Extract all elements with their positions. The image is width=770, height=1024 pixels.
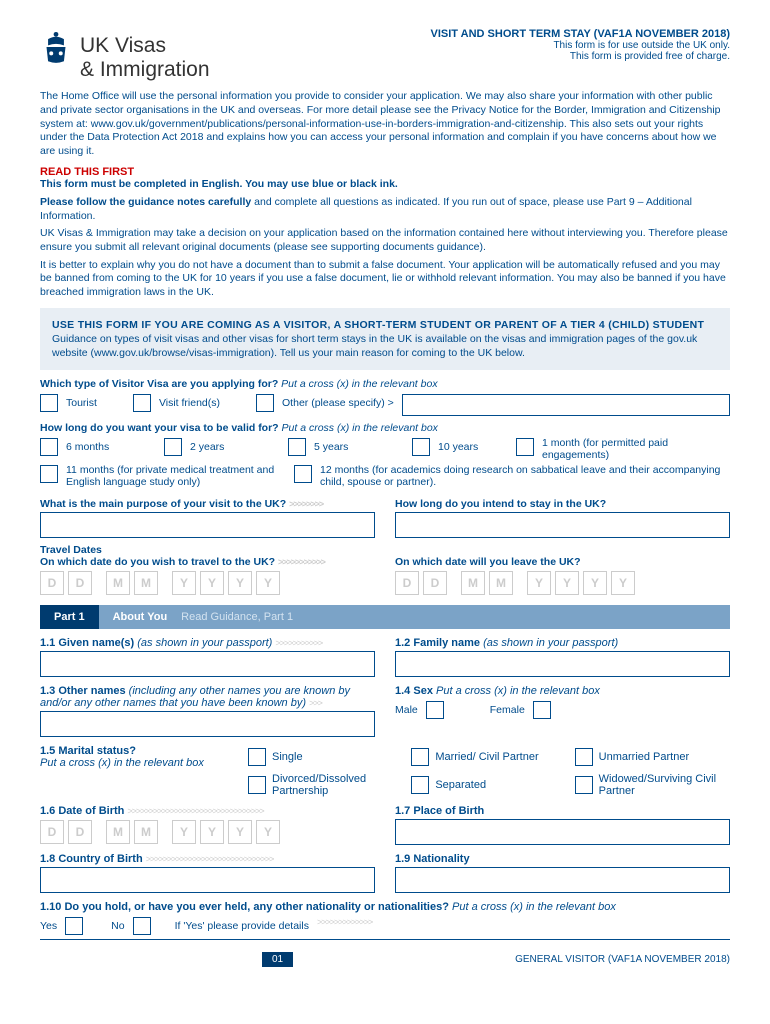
other-names-input[interactable] <box>40 711 375 737</box>
leave-date-label: On which date will you leave the UK? <box>395 556 730 568</box>
12months-checkbox[interactable] <box>294 465 312 483</box>
leave-date-input[interactable]: DD MM YYYY <box>395 571 730 595</box>
other-names-label: 1.3 Other names (including any other nam… <box>40 685 375 709</box>
yes-checkbox[interactable] <box>65 917 83 935</box>
family-name-label: 1.2 Family name (as shown in your passpo… <box>395 637 730 649</box>
english-instruction: This form must be completed in English. … <box>40 178 730 192</box>
bottom-line <box>40 939 730 940</box>
no-checkbox[interactable] <box>133 917 151 935</box>
pob-input[interactable] <box>395 819 730 845</box>
intro-paragraph: The Home Office will use the personal in… <box>40 90 730 158</box>
single-checkbox[interactable] <box>248 748 266 766</box>
family-name-input[interactable] <box>395 651 730 677</box>
dob-label: 1.6 Date of Birth >>>>>>>>>>>>>>>>>>>>>>… <box>40 805 375 817</box>
read-first-heading: READ THIS FIRST <box>40 166 730 178</box>
given-names-input[interactable] <box>40 651 375 677</box>
stay-length-question: How long do you intend to stay in the UK… <box>395 498 730 510</box>
travel-to-date-input[interactable]: DD MM YYYY <box>40 571 375 595</box>
separated-checkbox[interactable] <box>411 776 429 794</box>
2years-checkbox[interactable] <box>164 438 182 456</box>
duration-question: How long do you want your visa to be val… <box>40 422 730 434</box>
cob-label: 1.8 Country of Birth >>>>>>>>>>>>>>>>>>>… <box>40 853 375 865</box>
other-specify-input[interactable] <box>402 394 730 416</box>
decision-note: UK Visas & Immigration may take a decisi… <box>40 227 730 254</box>
cob-input[interactable] <box>40 867 375 893</box>
warning-note: It is better to explain why you do not h… <box>40 259 730 300</box>
form-subtitle-1: This form is for use outside the UK only… <box>431 40 731 51</box>
6months-checkbox[interactable] <box>40 438 58 456</box>
friends-checkbox[interactable] <box>133 394 151 412</box>
stay-length-input[interactable] <box>395 512 730 538</box>
crown-crest-icon <box>40 28 72 66</box>
pob-label: 1.7 Place of Birth <box>395 805 730 817</box>
female-checkbox[interactable] <box>533 701 551 719</box>
unmarried-checkbox[interactable] <box>575 748 593 766</box>
11months-checkbox[interactable] <box>40 465 58 483</box>
page-header: UK Visas & Immigration VISIT AND SHORT T… <box>40 28 730 82</box>
widowed-checkbox[interactable] <box>575 776 593 794</box>
divorced-checkbox[interactable] <box>248 776 266 794</box>
logo-text: UK Visas & Immigration <box>80 34 210 82</box>
nationality-label: 1.9 Nationality <box>395 853 730 865</box>
1month-checkbox[interactable] <box>516 438 534 456</box>
form-subtitle-2: This form is provided free of charge. <box>431 51 731 62</box>
footer-form-id: GENERAL VISITOR (VAF1A NOVEMBER 2018) <box>515 954 730 965</box>
visa-type-question: Which type of Visitor Visa are you apply… <box>40 378 730 390</box>
page-number: 01 <box>262 952 293 967</box>
married-checkbox[interactable] <box>411 748 429 766</box>
part-1-header: Part 1 About YouRead Guidance, Part 1 <box>40 605 730 629</box>
guidance-instruction: Please follow the guidance notes careful… <box>40 196 730 223</box>
marital-status-label: 1.5 Marital status?Put a cross (x) in th… <box>40 745 240 769</box>
10years-checkbox[interactable] <box>412 438 430 456</box>
given-names-label: 1.1 Given name(s) (as shown in your pass… <box>40 637 375 649</box>
sex-label: 1.4 Sex Put a cross (x) in the relevant … <box>395 685 730 697</box>
5years-checkbox[interactable] <box>288 438 306 456</box>
use-this-form-box: USE THIS FORM IF YOU ARE COMING AS A VIS… <box>40 308 730 371</box>
other-nationality-label: 1.10 Do you hold, or have you ever held,… <box>40 901 730 913</box>
other-checkbox[interactable] <box>256 394 274 412</box>
privacy-link[interactable]: www.gov.uk/government/publications/perso… <box>91 118 564 130</box>
purpose-question: What is the main purpose of your visit t… <box>40 498 375 510</box>
nationality-input[interactable] <box>395 867 730 893</box>
travel-dates-heading: Travel Dates <box>40 544 730 556</box>
male-checkbox[interactable] <box>426 701 444 719</box>
dob-input[interactable]: DD MM YYYY <box>40 820 375 844</box>
tourist-checkbox[interactable] <box>40 394 58 412</box>
travel-to-date-label: On which date do you wish to travel to t… <box>40 556 375 568</box>
form-title: VISIT AND SHORT TERM STAY (VAF1A NOVEMBE… <box>431 28 731 40</box>
page-footer: 01 GENERAL VISITOR (VAF1A NOVEMBER 2018) <box>40 952 730 967</box>
purpose-input[interactable] <box>40 512 375 538</box>
